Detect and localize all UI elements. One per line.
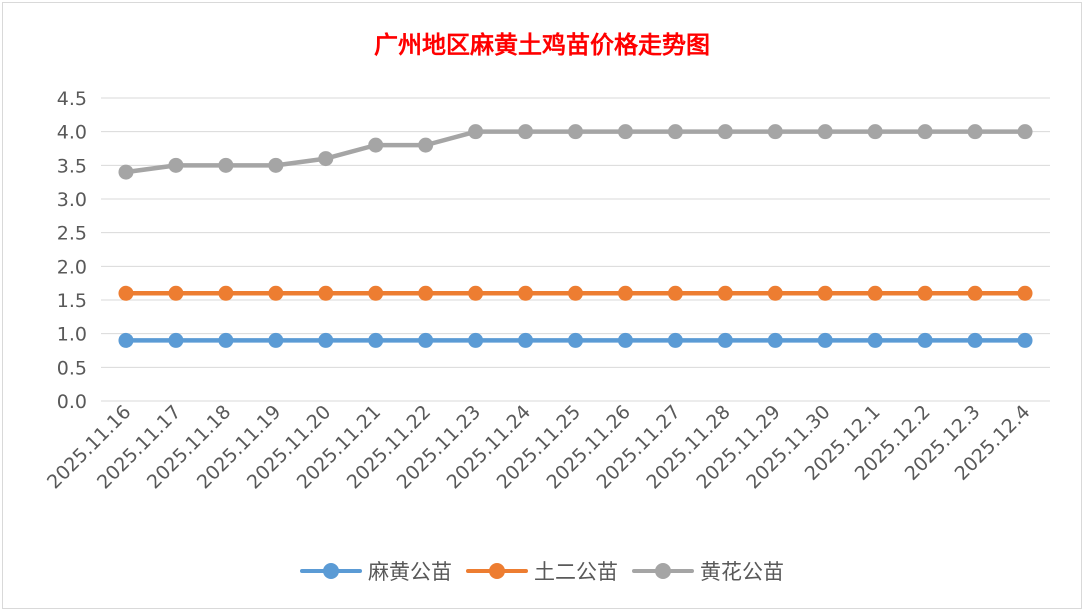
data-point	[867, 124, 883, 140]
legend-item: 黄花公苗	[632, 556, 784, 586]
data-point	[518, 332, 534, 348]
legend-label: 黄花公苗	[700, 560, 784, 584]
plot-area: 0.00.51.01.52.02.53.03.54.04.52025.11.16…	[43, 88, 1050, 493]
y-tick-label: 0.0	[57, 391, 87, 413]
data-point	[468, 285, 484, 301]
data-point	[1017, 285, 1033, 301]
data-point	[168, 332, 184, 348]
data-point	[318, 151, 334, 167]
y-tick-label: 1.0	[57, 324, 87, 346]
data-point	[867, 285, 883, 301]
y-tick-label: 2.0	[57, 256, 87, 278]
legend-swatch	[632, 559, 694, 583]
data-point	[518, 124, 534, 140]
data-point	[268, 332, 284, 348]
data-point	[817, 124, 833, 140]
data-point	[867, 332, 883, 348]
data-point	[617, 332, 633, 348]
data-point	[917, 332, 933, 348]
data-point	[218, 332, 234, 348]
data-point	[967, 332, 983, 348]
legend-swatch	[466, 559, 528, 583]
data-point	[617, 124, 633, 140]
data-point	[717, 332, 733, 348]
data-point	[767, 332, 783, 348]
data-point	[418, 285, 434, 301]
data-point	[168, 285, 184, 301]
data-point	[1017, 124, 1033, 140]
data-point	[717, 285, 733, 301]
data-point	[318, 285, 334, 301]
data-point	[218, 157, 234, 173]
data-point	[667, 332, 683, 348]
data-point	[468, 332, 484, 348]
data-point	[967, 285, 983, 301]
data-point	[268, 157, 284, 173]
legend-label: 土二公苗	[534, 560, 618, 584]
data-point	[218, 285, 234, 301]
legend-label: 麻黄公苗	[368, 560, 452, 584]
y-tick-label: 4.0	[57, 122, 87, 144]
legend-item: 麻黄公苗	[300, 556, 452, 586]
data-point	[418, 332, 434, 348]
data-point	[568, 124, 583, 140]
data-point	[568, 332, 583, 348]
data-point	[468, 124, 484, 140]
data-point	[168, 157, 184, 173]
data-point	[617, 285, 633, 301]
data-point	[917, 285, 933, 301]
data-point	[817, 285, 833, 301]
data-point	[967, 124, 983, 140]
data-point	[767, 285, 783, 301]
y-tick-label: 4.5	[57, 88, 87, 110]
data-point	[817, 332, 833, 348]
legend-item: 土二公苗	[466, 556, 618, 586]
data-point	[118, 332, 134, 348]
y-tick-label: 0.5	[57, 357, 87, 379]
data-point	[917, 124, 933, 140]
y-tick-label: 3.5	[57, 155, 87, 177]
data-point	[667, 285, 683, 301]
data-point	[767, 124, 783, 140]
y-tick-label: 2.5	[57, 223, 87, 245]
data-point	[268, 285, 284, 301]
data-point	[368, 285, 384, 301]
data-point	[518, 285, 534, 301]
data-point	[118, 164, 134, 180]
legend: 麻黄公苗 土二公苗 黄花公苗	[3, 556, 1081, 586]
data-point	[1017, 332, 1033, 348]
chart-title: 广州地区麻黄土鸡苗价格走势图	[374, 30, 710, 59]
data-point	[717, 124, 733, 140]
data-point	[368, 332, 384, 348]
y-tick-label: 3.0	[57, 189, 87, 211]
data-point	[418, 137, 434, 153]
data-point	[568, 285, 583, 301]
data-point	[368, 137, 384, 153]
y-tick-label: 1.5	[57, 290, 87, 312]
data-point	[118, 285, 134, 301]
data-point	[318, 332, 334, 348]
legend-swatch	[300, 559, 362, 583]
data-point	[667, 124, 683, 140]
